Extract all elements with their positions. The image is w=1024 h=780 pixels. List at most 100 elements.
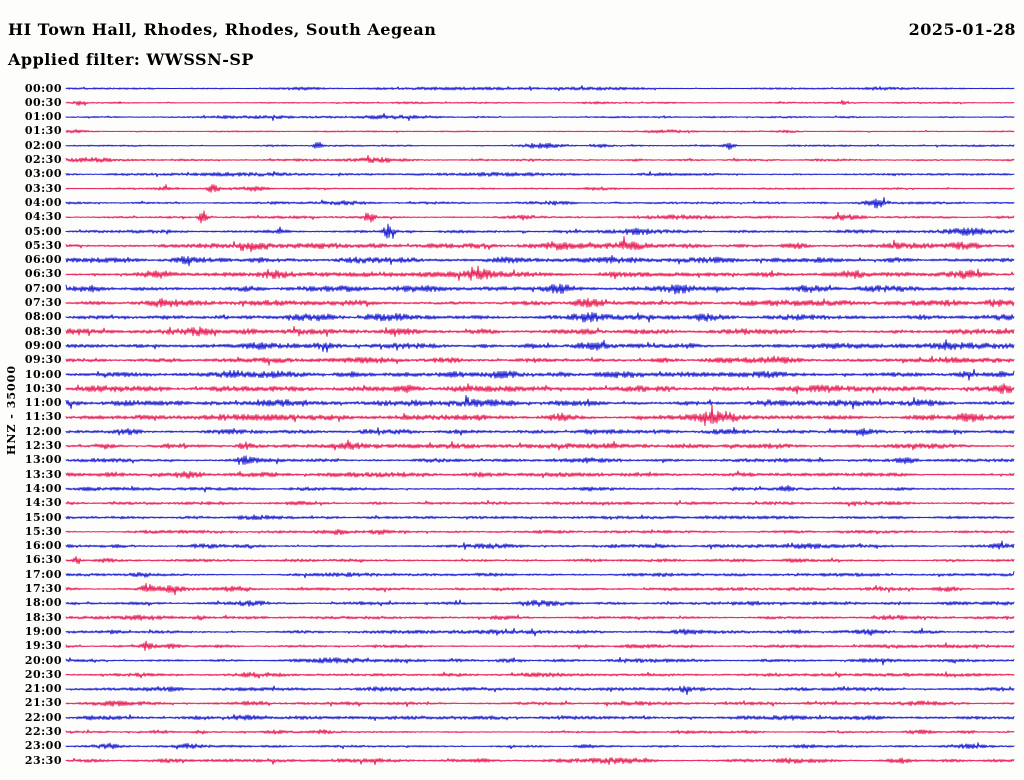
trace-00:00 — [65, 85, 1015, 92]
trace-10:00 — [65, 368, 1015, 381]
trace-13:30 — [65, 470, 1015, 479]
trace-23:00 — [65, 742, 1015, 750]
trace-time-label: 03:00 — [24, 167, 62, 181]
trace-time-label: 09:00 — [24, 338, 62, 352]
applied-filter-label: Applied filter: WWSSN-SP — [8, 50, 254, 69]
trace-time-label: 04:00 — [24, 195, 62, 209]
trace-time-label: 18:30 — [24, 610, 62, 624]
header: HI Town Hall, Rhodes, Rhodes, South Aege… — [8, 20, 1016, 39]
trace-time-label: 01:00 — [24, 110, 62, 124]
trace-time-label: 23:00 — [24, 739, 62, 753]
trace-time-label: 05:00 — [24, 224, 62, 238]
trace-time-label: 20:00 — [24, 653, 62, 667]
trace-time-label: 22:30 — [24, 725, 62, 738]
trace-02:30 — [65, 155, 1015, 164]
trace-19:00 — [65, 627, 1015, 637]
trace-11:30 — [65, 404, 1015, 427]
trace-time-label: 01:30 — [24, 124, 62, 138]
trace-23:30 — [65, 757, 1015, 766]
trace-time-label: 14:00 — [24, 481, 62, 495]
trace-13:00 — [65, 455, 1015, 465]
trace-time-label: 00:30 — [24, 95, 62, 109]
trace-time-label: 08:30 — [24, 324, 62, 338]
trace-02:00 — [65, 141, 1015, 150]
trace-time-label: 18:00 — [24, 596, 62, 610]
trace-05:30 — [65, 235, 1015, 253]
trace-time-label: 02:30 — [24, 153, 62, 166]
trace-time-label: 10:00 — [24, 367, 62, 381]
trace-11:00 — [65, 394, 1015, 410]
trace-09:30 — [65, 355, 1015, 366]
trace-09:00 — [65, 339, 1015, 353]
trace-04:30 — [65, 210, 1015, 224]
trace-time-label: 09:30 — [24, 353, 62, 367]
trace-16:00 — [65, 540, 1015, 550]
trace-15:00 — [65, 514, 1015, 521]
trace-07:00 — [65, 283, 1015, 295]
trace-time-label: 12:30 — [24, 439, 62, 452]
trace-time-label: 15:30 — [24, 524, 62, 538]
trace-time-label: 03:30 — [24, 181, 62, 195]
trace-21:30 — [65, 700, 1015, 708]
trace-14:30 — [65, 499, 1015, 507]
trace-time-label: 19:00 — [24, 624, 62, 638]
trace-time-label: 07:30 — [24, 296, 62, 309]
trace-time-label: 14:30 — [24, 496, 62, 510]
trace-time-label: 12:00 — [24, 424, 62, 438]
trace-21:00 — [65, 685, 1015, 696]
trace-time-label: 23:30 — [24, 753, 62, 767]
trace-time-label: 07:00 — [24, 281, 62, 295]
trace-time-label: 17:00 — [24, 567, 62, 581]
trace-time-label: 17:30 — [24, 582, 62, 595]
trace-time-label: 15:00 — [24, 510, 62, 524]
trace-time-label: 04:30 — [24, 210, 62, 224]
trace-12:00 — [65, 427, 1015, 437]
trace-01:30 — [65, 129, 1015, 134]
trace-time-label: 02:00 — [24, 138, 62, 152]
trace-time-label: 16:00 — [24, 539, 62, 553]
trace-10:30 — [65, 383, 1015, 395]
trace-06:30 — [65, 265, 1015, 281]
trace-14:00 — [65, 485, 1015, 493]
page-title: HI Town Hall, Rhodes, Rhodes, South Aege… — [8, 20, 437, 39]
trace-time-label: 21:30 — [24, 696, 62, 710]
trace-20:00 — [65, 657, 1015, 666]
trace-time-label: 05:30 — [24, 238, 62, 252]
trace-03:00 — [65, 170, 1015, 178]
trace-15:30 — [65, 528, 1015, 536]
trace-18:30 — [65, 614, 1015, 621]
trace-07:30 — [65, 297, 1015, 308]
trace-time-label: 08:00 — [24, 310, 62, 324]
trace-time-label: 11:30 — [24, 410, 62, 424]
trace-06:00 — [65, 255, 1015, 267]
trace-01:00 — [65, 112, 1015, 122]
trace-08:00 — [65, 312, 1015, 323]
trace-17:00 — [65, 571, 1015, 579]
trace-time-label: 16:30 — [24, 553, 62, 567]
trace-time-label: 13:00 — [24, 453, 62, 467]
trace-22:30 — [65, 729, 1015, 735]
trace-17:30 — [65, 582, 1015, 596]
trace-22:00 — [65, 714, 1015, 722]
trace-time-label: 06:30 — [24, 267, 62, 281]
trace-03:30 — [65, 184, 1015, 193]
trace-12:30 — [65, 439, 1015, 451]
date-label: 2025-01-28 — [908, 20, 1016, 39]
trace-time-label: 19:30 — [24, 639, 62, 653]
trace-05:00 — [65, 223, 1015, 239]
trace-time-label: 21:00 — [24, 682, 62, 696]
trace-16:30 — [65, 556, 1015, 565]
trace-time-label: 06:00 — [24, 253, 62, 267]
trace-time-label: 22:00 — [24, 710, 62, 724]
trace-20:30 — [65, 671, 1015, 679]
trace-19:30 — [65, 640, 1015, 652]
trace-18:00 — [65, 599, 1015, 607]
trace-time-label: 11:00 — [24, 396, 62, 410]
trace-08:30 — [65, 325, 1015, 338]
trace-time-label: 00:00 — [24, 81, 62, 95]
trace-00:30 — [65, 99, 1015, 106]
trace-time-label: 20:30 — [24, 667, 62, 681]
trace-time-label: 10:30 — [24, 381, 62, 395]
